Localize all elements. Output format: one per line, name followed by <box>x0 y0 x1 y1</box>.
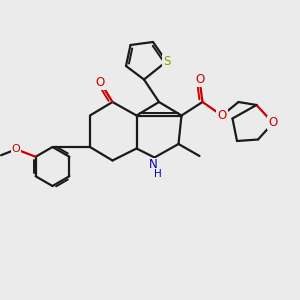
Text: O: O <box>268 116 278 130</box>
Text: O: O <box>195 73 204 86</box>
Text: O: O <box>96 76 105 89</box>
Text: H: H <box>154 169 161 179</box>
Text: O: O <box>218 109 226 122</box>
Text: S: S <box>163 55 170 68</box>
Text: N: N <box>148 158 158 172</box>
Text: O: O <box>12 144 20 154</box>
